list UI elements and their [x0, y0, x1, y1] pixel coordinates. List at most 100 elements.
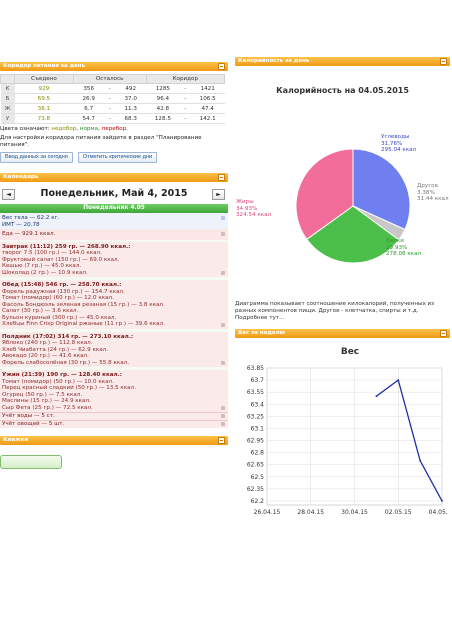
calendar-date: Понедельник, Май 4, 2015	[40, 188, 188, 199]
vegetables-count[interactable]: Учёт овощей — 5 шт.	[0, 420, 228, 428]
meal-item: Шоколад (2 гр.) — 10.9 ккал.	[2, 269, 88, 276]
eaten-value: 36.1	[14, 103, 74, 114]
y-tick-label: 63.7	[251, 377, 265, 384]
meal-block[interactable]: Ужин (21:39) 190 гр. — 128.40 ккал.: Тома…	[0, 370, 228, 412]
enter-today-button[interactable]: Ввод данных за сегодня	[0, 152, 73, 163]
eaten-value: 929	[14, 83, 74, 94]
left-min: 356	[73, 83, 105, 94]
corridor-max: 1421	[190, 83, 225, 94]
imt-line: ИМТ — 20.78	[2, 221, 40, 228]
calories-panel-header[interactable]: Калорийность за день	[235, 57, 450, 66]
corridor-row: К 929 356-492 1285-1421	[0, 83, 225, 94]
dash: -	[179, 93, 191, 104]
edit-icon[interactable]	[221, 361, 225, 365]
left-min: 26.9	[73, 93, 105, 104]
prev-day-icon[interactable]: ◄	[2, 189, 15, 200]
calendar-panel-title: Календарь	[3, 174, 39, 180]
row-label: Б	[0, 93, 15, 104]
y-tick-label: 62.95	[247, 438, 264, 445]
meal-item: Фруктовый салат (150 гр.) — 69.0 ккал.	[2, 256, 120, 263]
dash: -	[179, 103, 191, 114]
weight-chart: Вес 63.85 63.7 63.55 63.4 63.25 63.1 62.95 62.8 6…	[235, 341, 452, 521]
meal-item: Томат (помидор) (50 гр.) — 10.0 ккал.	[2, 378, 114, 385]
chart-title: Вес	[341, 347, 359, 357]
edit-icon[interactable]	[221, 322, 225, 327]
collapse-icon[interactable]	[440, 330, 447, 338]
collapse-icon[interactable]	[218, 63, 225, 70]
edit-icon[interactable]	[221, 414, 225, 418]
meal-block[interactable]: Полдник (17:02) 314 гр. — 273.10 ккал.: Я…	[0, 331, 228, 367]
weight-point	[419, 460, 422, 462]
corridor-row: Ж 36.1 6.7-11.3 42.8-47.4	[0, 103, 225, 114]
dash: -	[104, 113, 116, 124]
row-label: К	[0, 83, 15, 94]
y-tick-label: 62.5	[251, 474, 265, 481]
weight-panel-header[interactable]: Вес за неделю	[235, 329, 450, 339]
meal-item: Сыр Фета (25 гр.) — 72.5 ккал.	[2, 404, 93, 411]
weight-series-line	[375, 379, 443, 502]
edit-icon[interactable]	[221, 406, 225, 410]
meal-item: Маслины (15 гр.) — 24.9 ккал.	[2, 398, 91, 404]
slice-label-proteins: Белки 29.93% 278.08 ккал	[386, 238, 422, 257]
y-tick-label: 63.1	[251, 426, 265, 433]
pie-slice-carbs	[352, 148, 411, 231]
meal-item: Форель радужная (130 гр.) — 154.7 ккал.	[2, 288, 125, 295]
meal-item: Перец красный сладкий (50 гр.) — 13.5 кк…	[2, 385, 136, 391]
food-total[interactable]: Еда — 929.1 ккал.	[0, 229, 228, 240]
x-tick-label: 04.05.15	[429, 509, 448, 516]
meal-item: Яблоко (240 гр.) — 112.8 ккал.	[2, 340, 93, 346]
pie-chart-title: Калорийность на 04.05.2015	[276, 86, 409, 95]
corridor-min: 128.5	[146, 113, 180, 124]
corridor-panel-header[interactable]: Коридор питания за день	[0, 62, 228, 71]
edit-icon[interactable]	[221, 216, 225, 220]
eaten-value: 69.5	[14, 93, 74, 104]
dash: -	[104, 103, 116, 114]
edit-icon[interactable]	[221, 422, 225, 426]
y-tick-label: 63.4	[251, 402, 265, 409]
corridor-min: 96.4	[146, 93, 180, 104]
y-tick-label: 62.8	[251, 450, 265, 457]
collapse-icon[interactable]	[440, 58, 447, 65]
meal-item: Фасоль Бондюэль зеленая резаная (15 гр.)…	[2, 301, 165, 308]
row-label: У	[0, 113, 15, 124]
x-tick-label: 02.05.15	[385, 509, 412, 516]
corridor-table: Съедено Осталось Коридор К 929 356-492 1285…	[0, 74, 226, 124]
calendar-panel-header[interactable]: Календарь	[0, 173, 228, 182]
meal-block[interactable]: Завтрак (11:12) 259 гр. — 268.90 ккал.: т…	[0, 241, 228, 277]
weight-point	[441, 500, 443, 503]
next-day-icon[interactable]: ►	[212, 189, 225, 200]
meal-title: Завтрак (11:12) 259 гр. — 268.90 ккал.:	[2, 243, 131, 250]
meals-list: Завтрак (11:12) 259 гр. — 268.90 ккал.: т…	[0, 241, 228, 412]
pie-chart	[295, 148, 411, 264]
corridor-min: 42.8	[146, 103, 180, 114]
corridor-row: У 73.8 54.7-68.3 128.5-142.1	[0, 113, 225, 124]
left-min: 6.7	[73, 103, 105, 114]
left-max: 37.0	[115, 93, 147, 104]
col-corridor: Коридор	[145, 74, 226, 84]
meal-item: Томат (помидор) (60 гр.) — 12.0 ккал.	[2, 295, 114, 301]
legend-over: перебор	[101, 126, 127, 132]
corridor-max: 106.5	[190, 93, 225, 104]
weight-entry[interactable]: Вес тела — 62.2 кг. ИМТ — 20.78	[0, 213, 228, 229]
edit-icon[interactable]	[221, 232, 225, 236]
x-tick-label: 28.04.15	[297, 509, 324, 516]
corridor-panel-title: Коридор питания за день	[3, 63, 86, 69]
y-tick-label: 62.2	[251, 498, 265, 505]
corridor-hint: Для настройки коридора питания зайдите в…	[0, 135, 202, 148]
left-min: 54.7	[73, 113, 105, 124]
collapse-icon[interactable]	[218, 437, 225, 444]
row-label: Ж	[0, 103, 15, 114]
meal-item: Кешью (7 гр.) — 45.0 ккал.	[2, 263, 82, 269]
edit-icon[interactable]	[221, 271, 225, 275]
books-panel-header[interactable]: Книжки	[0, 436, 228, 445]
dash: -	[104, 93, 116, 104]
meal-block[interactable]: Обед (15:48) 546 гр. — 258.70 ккал.: Форе…	[0, 280, 228, 329]
corridor-max: 47.4	[190, 103, 225, 114]
critical-days-button[interactable]: Отметить критические дни	[77, 152, 158, 163]
collapse-icon[interactable]	[218, 174, 225, 181]
books-image[interactable]	[0, 455, 62, 469]
water-count[interactable]: Учёт воды — 5 ст.	[0, 412, 228, 420]
left-max: 492	[115, 83, 147, 94]
day-header[interactable]: Понедельник 4.05	[0, 204, 228, 213]
left-max: 68.3	[115, 113, 147, 124]
